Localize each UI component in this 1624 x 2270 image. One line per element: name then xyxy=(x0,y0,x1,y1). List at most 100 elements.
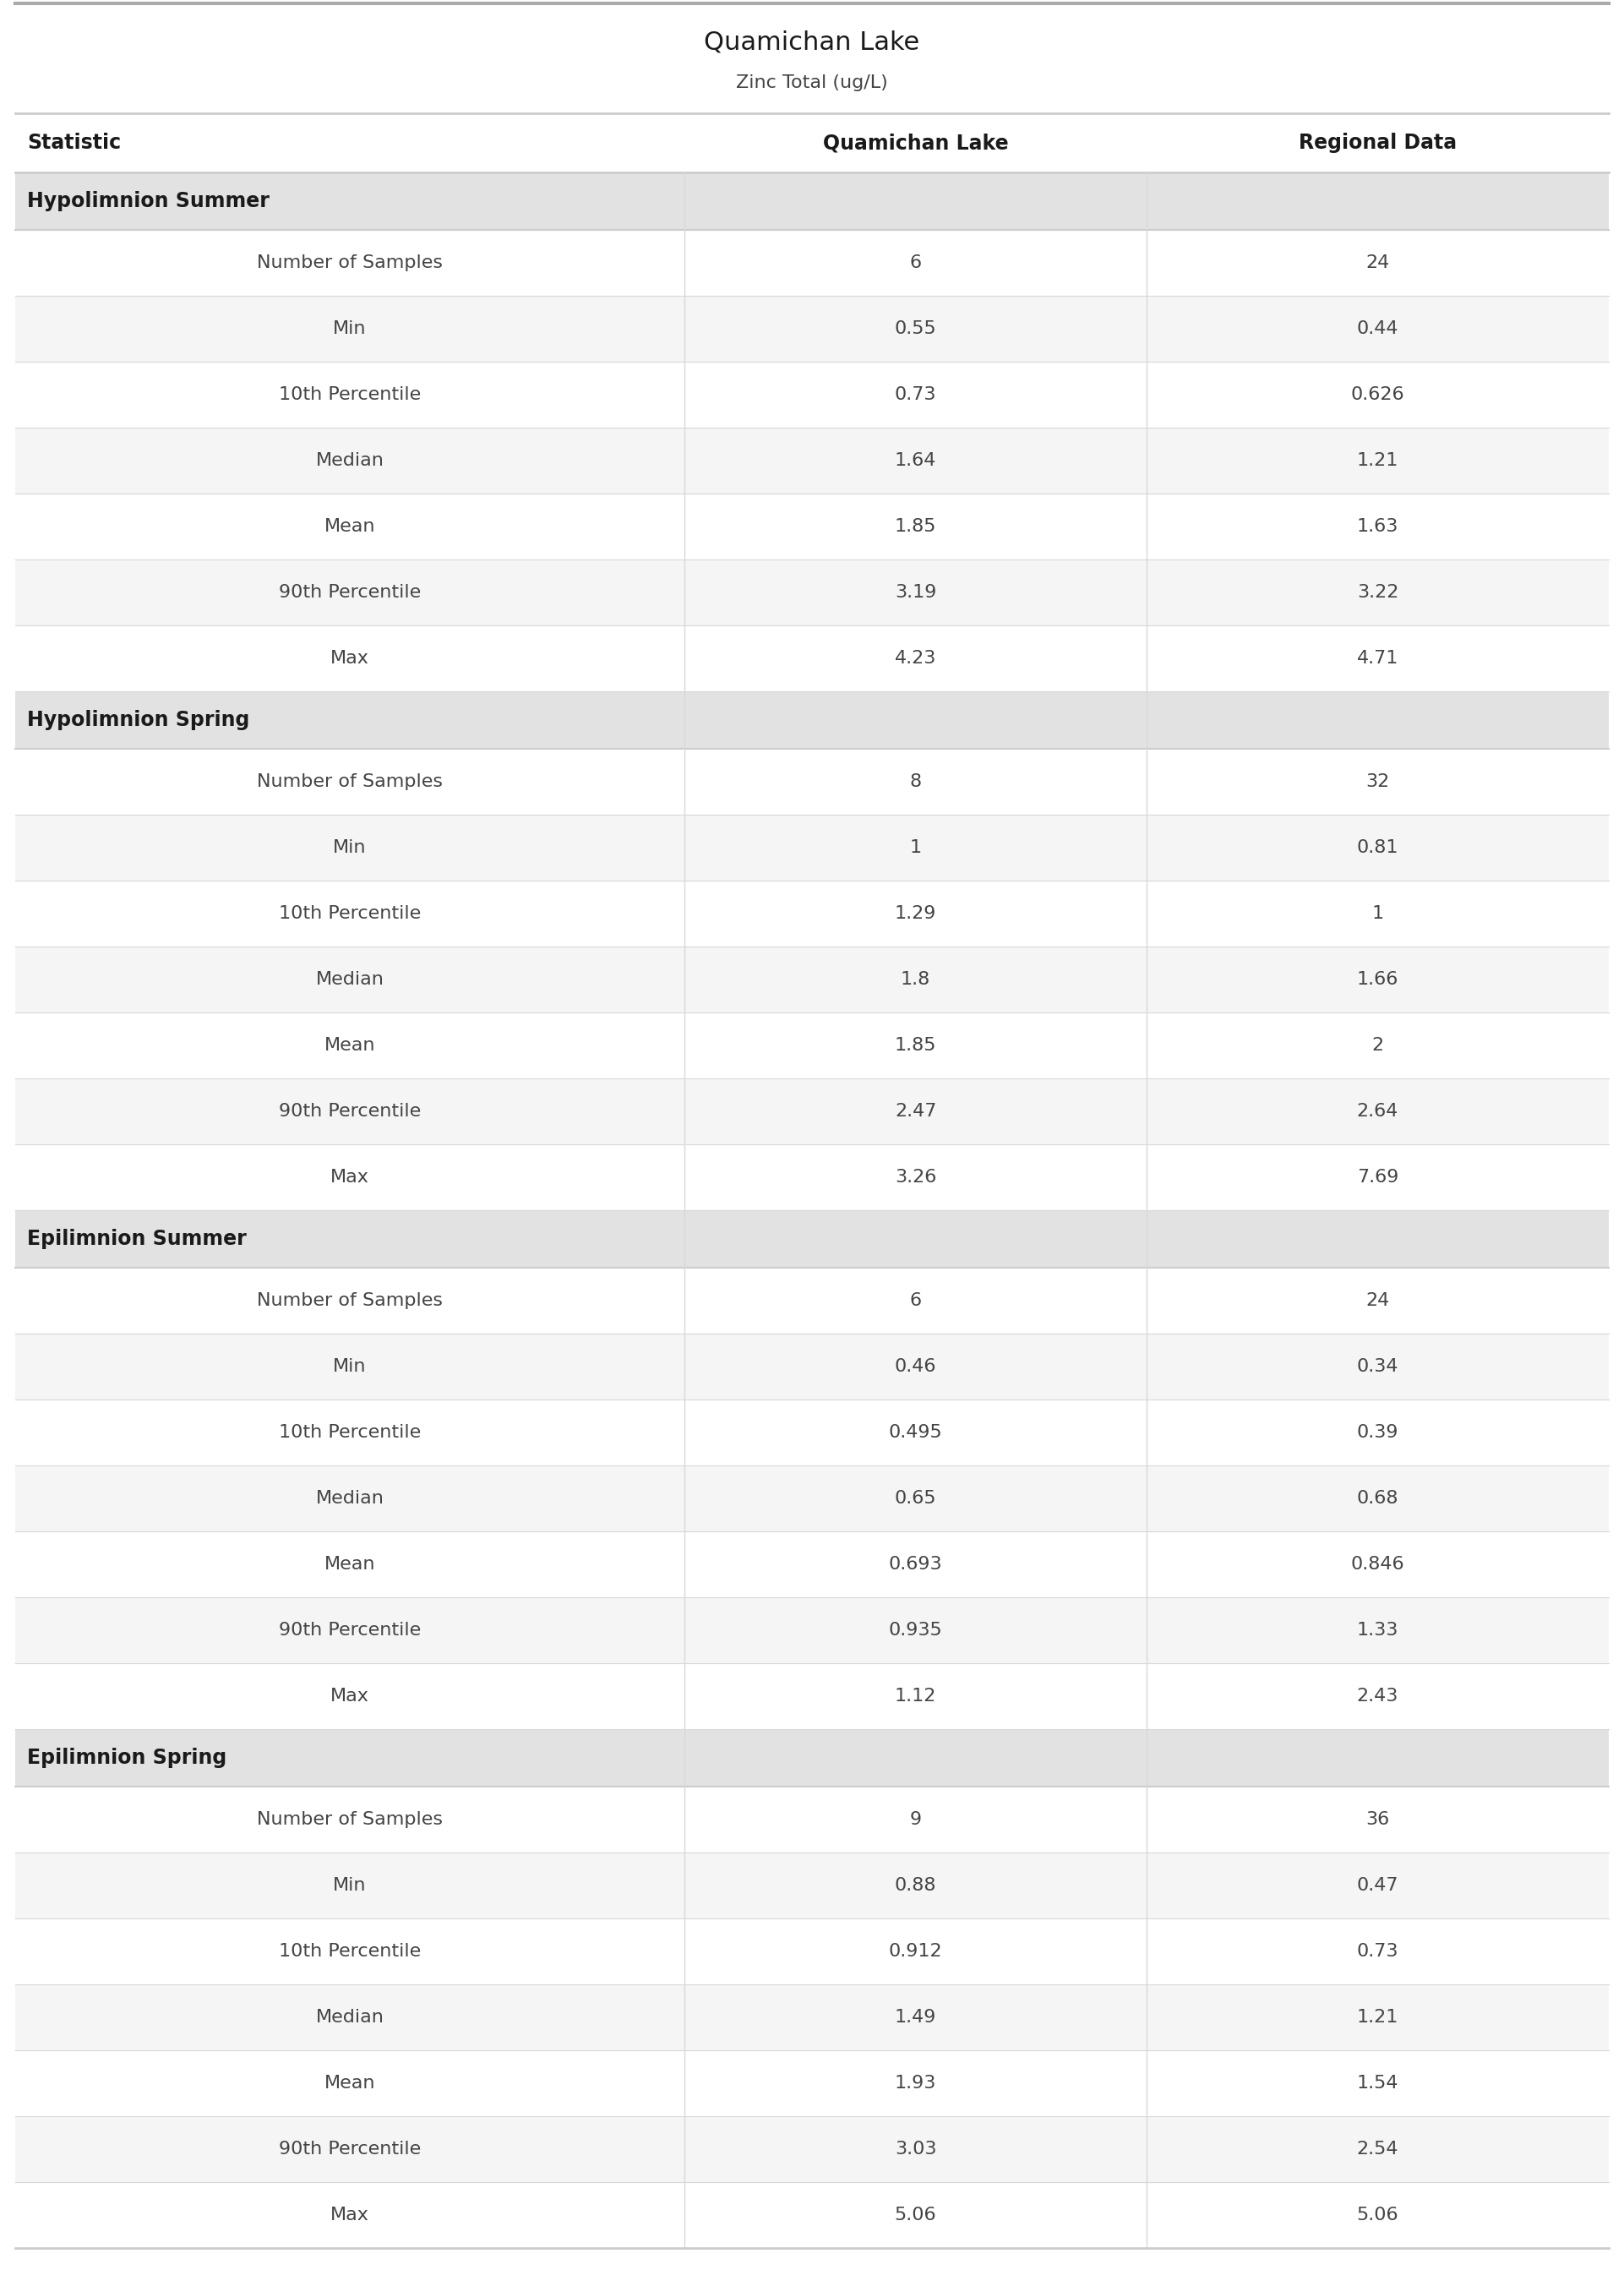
Text: 0.65: 0.65 xyxy=(895,1489,937,1507)
Bar xyxy=(15,1210,1609,1267)
Text: 1.21: 1.21 xyxy=(1358,2009,1398,2025)
Text: 1.63: 1.63 xyxy=(1358,518,1398,536)
Text: Epilimnion Spring: Epilimnion Spring xyxy=(28,1748,227,1768)
Text: 10th Percentile: 10th Percentile xyxy=(279,1423,421,1441)
Text: 0.88: 0.88 xyxy=(895,1877,937,1893)
Text: Median: Median xyxy=(315,452,383,470)
Text: 90th Percentile: 90th Percentile xyxy=(279,1103,421,1119)
Bar xyxy=(15,295,1609,361)
Text: Min: Min xyxy=(333,1357,367,1376)
Bar xyxy=(15,881,1609,947)
Text: Epilimnion Summer: Epilimnion Summer xyxy=(28,1228,247,1249)
Text: 3.26: 3.26 xyxy=(895,1169,937,1185)
Text: 0.935: 0.935 xyxy=(888,1621,942,1639)
Text: 90th Percentile: 90th Percentile xyxy=(279,1621,421,1639)
Text: 0.626: 0.626 xyxy=(1351,386,1405,404)
Bar xyxy=(15,2050,1609,2116)
Text: 4.23: 4.23 xyxy=(895,649,937,667)
Text: 0.693: 0.693 xyxy=(888,1555,942,1573)
Bar xyxy=(15,692,1609,749)
Text: 1.85: 1.85 xyxy=(895,1037,937,1053)
Bar xyxy=(15,815,1609,881)
Text: 5.06: 5.06 xyxy=(1356,2206,1398,2225)
Text: 0.47: 0.47 xyxy=(1356,1877,1398,1893)
Bar xyxy=(15,2,1609,114)
Text: 2: 2 xyxy=(1372,1037,1384,1053)
Text: 2.64: 2.64 xyxy=(1358,1103,1398,1119)
Bar xyxy=(15,361,1609,427)
Text: 0.39: 0.39 xyxy=(1356,1423,1398,1441)
Text: Hypolimnion Spring: Hypolimnion Spring xyxy=(28,711,250,731)
Text: Mean: Mean xyxy=(325,518,375,536)
Text: Max: Max xyxy=(330,2206,369,2225)
Bar xyxy=(15,1466,1609,1532)
Bar xyxy=(15,1664,1609,1730)
Text: Min: Min xyxy=(333,320,367,338)
Bar xyxy=(15,1144,1609,1210)
Text: 1.85: 1.85 xyxy=(895,518,937,536)
Text: 6: 6 xyxy=(909,1292,921,1310)
Bar xyxy=(15,1532,1609,1598)
Text: Mean: Mean xyxy=(325,1037,375,1053)
Text: 9: 9 xyxy=(909,1811,921,1827)
Text: 3.03: 3.03 xyxy=(895,2141,937,2156)
Text: 2.47: 2.47 xyxy=(895,1103,937,1119)
Text: 0.55: 0.55 xyxy=(895,320,937,338)
Text: 1.8: 1.8 xyxy=(901,972,931,987)
Text: 0.73: 0.73 xyxy=(1356,1943,1398,1959)
Text: Max: Max xyxy=(330,1169,369,1185)
Text: Mean: Mean xyxy=(325,2075,375,2091)
Bar xyxy=(15,427,1609,493)
Bar xyxy=(15,1012,1609,1078)
Text: 24: 24 xyxy=(1366,254,1390,272)
Text: 0.495: 0.495 xyxy=(888,1423,942,1441)
Text: Number of Samples: Number of Samples xyxy=(257,774,443,790)
Text: Statistic: Statistic xyxy=(28,132,120,152)
Text: Number of Samples: Number of Samples xyxy=(257,1292,443,1310)
Bar xyxy=(15,1332,1609,1401)
Text: 1.33: 1.33 xyxy=(1358,1621,1398,1639)
Text: 2.43: 2.43 xyxy=(1358,1687,1398,1705)
Text: Hypolimnion Summer: Hypolimnion Summer xyxy=(28,191,270,211)
Bar xyxy=(15,1598,1609,1664)
Text: 24: 24 xyxy=(1366,1292,1390,1310)
Text: 0.912: 0.912 xyxy=(888,1943,942,1959)
Text: Min: Min xyxy=(333,840,367,856)
Bar xyxy=(15,2116,1609,2181)
Bar xyxy=(15,947,1609,1012)
Text: 1.66: 1.66 xyxy=(1358,972,1398,987)
Bar xyxy=(15,1852,1609,1918)
Bar xyxy=(15,1401,1609,1466)
Text: 1.21: 1.21 xyxy=(1358,452,1398,470)
Text: 0.44: 0.44 xyxy=(1356,320,1398,338)
Text: 3.19: 3.19 xyxy=(895,583,937,602)
Text: 1.64: 1.64 xyxy=(895,452,937,470)
Bar xyxy=(15,627,1609,692)
Text: 1.29: 1.29 xyxy=(895,906,937,922)
Bar xyxy=(15,1267,1609,1332)
Text: 0.846: 0.846 xyxy=(1351,1555,1405,1573)
Text: Number of Samples: Number of Samples xyxy=(257,254,443,272)
Text: 36: 36 xyxy=(1366,1811,1390,1827)
Bar xyxy=(15,229,1609,295)
Bar xyxy=(15,2181,1609,2247)
Text: Max: Max xyxy=(330,1687,369,1705)
Text: 2.54: 2.54 xyxy=(1356,2141,1398,2156)
Text: Median: Median xyxy=(315,972,383,987)
Bar xyxy=(15,1918,1609,1984)
Text: 0.46: 0.46 xyxy=(895,1357,937,1376)
Text: 90th Percentile: 90th Percentile xyxy=(279,583,421,602)
Text: Median: Median xyxy=(315,2009,383,2025)
Text: 1: 1 xyxy=(909,840,921,856)
Bar xyxy=(15,558,1609,627)
Text: Number of Samples: Number of Samples xyxy=(257,1811,443,1827)
Text: Mean: Mean xyxy=(325,1555,375,1573)
Text: Zinc Total (ug/L): Zinc Total (ug/L) xyxy=(736,75,888,91)
Bar xyxy=(15,1730,1609,1786)
Text: Min: Min xyxy=(333,1877,367,1893)
Text: 3.22: 3.22 xyxy=(1358,583,1398,602)
Text: Max: Max xyxy=(330,649,369,667)
Bar xyxy=(15,749,1609,815)
Text: 4.71: 4.71 xyxy=(1358,649,1398,667)
Text: 6: 6 xyxy=(909,254,921,272)
